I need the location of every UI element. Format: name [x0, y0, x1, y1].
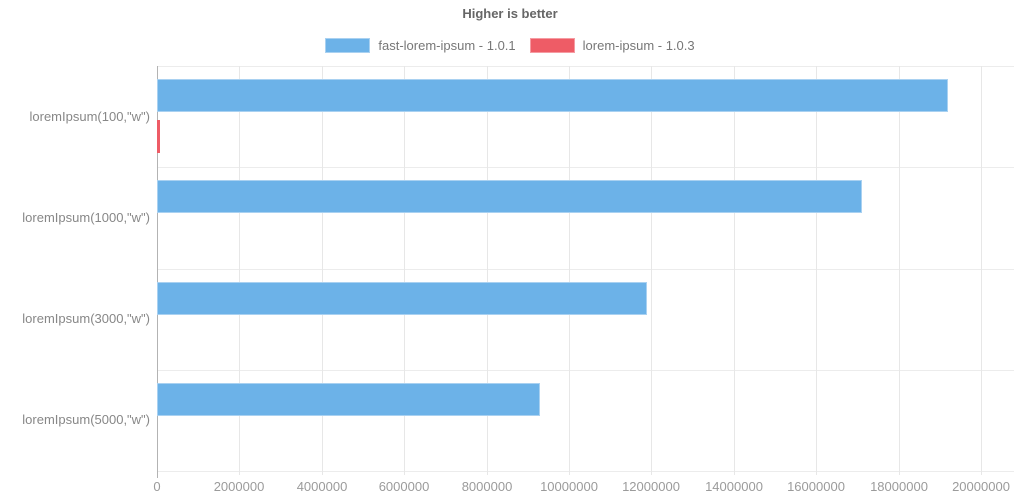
- x-gridline: [651, 66, 652, 475]
- x-tick-label: 6000000: [378, 479, 430, 494]
- x-gridline: [734, 66, 735, 475]
- category-label: loremIpsum(5000,"w"): [22, 412, 150, 427]
- legend-swatch-lorem-ipsum: [529, 38, 575, 53]
- category-separator-line: [157, 269, 1014, 270]
- x-gridline: [899, 66, 900, 475]
- category-label: loremIpsum(1000,"w"): [22, 210, 150, 225]
- x-tick-label: 4000000: [296, 479, 348, 494]
- x-gridline: [569, 66, 570, 475]
- x-tick-label: 20000000: [952, 479, 1010, 494]
- bar-fast-lorem-ipsum-row1[interactable]: [157, 79, 949, 112]
- x-tick-label: 8000000: [461, 479, 513, 494]
- x-gridline: [239, 66, 240, 475]
- plot-top-border: [157, 66, 1014, 67]
- x-tick-label: 18000000: [870, 479, 928, 494]
- x-tick-label: 10000000: [540, 479, 598, 494]
- x-gridline: [404, 66, 405, 475]
- plot-area: 0 2000000 4000000 6000000 8000000 10000000 120…: [153, 66, 1014, 494]
- bar-lorem-ipsum-row1[interactable]: [157, 120, 160, 153]
- legend-label: lorem-ipsum - 1.0.3: [582, 38, 695, 53]
- x-axis-baseline: [157, 471, 1014, 472]
- x-tick-label: 2000000: [213, 479, 265, 494]
- bar-fast-lorem-ipsum-row3[interactable]: [157, 282, 648, 315]
- bar-fast-lorem-ipsum-row2[interactable]: [157, 180, 862, 213]
- category-label: loremIpsum(100,"w"): [29, 109, 151, 124]
- bar-fast-lorem-ipsum-row4[interactable]: [157, 383, 541, 416]
- category-label: loremIpsum(3000,"w"): [22, 311, 150, 326]
- x-gridline: [487, 66, 488, 475]
- legend-item-lorem-ipsum[interactable]: lorem-ipsum - 1.0.3: [529, 38, 695, 53]
- category-separator-line: [157, 370, 1014, 371]
- x-tick-label: 16000000: [787, 479, 845, 494]
- chart-legend: fast-lorem-ipsum - 1.0.1 lorem-ipsum - 1.…: [0, 38, 1020, 53]
- x-gridline: [816, 66, 817, 475]
- x-tick-label: 12000000: [622, 479, 680, 494]
- category-separator-line: [157, 167, 1014, 168]
- legend-item-fast-lorem-ipsum[interactable]: fast-lorem-ipsum - 1.0.1: [325, 38, 516, 53]
- y-axis-line: [157, 66, 158, 478]
- x-tick-label: 14000000: [705, 479, 763, 494]
- legend-label: fast-lorem-ipsum - 1.0.1: [378, 38, 516, 53]
- x-gridline: [322, 66, 323, 475]
- x-gridline: [981, 66, 982, 475]
- legend-swatch-fast-lorem-ipsum: [325, 38, 371, 53]
- chart-title: Higher is better: [462, 6, 558, 21]
- x-tick-label: 0: [153, 479, 161, 494]
